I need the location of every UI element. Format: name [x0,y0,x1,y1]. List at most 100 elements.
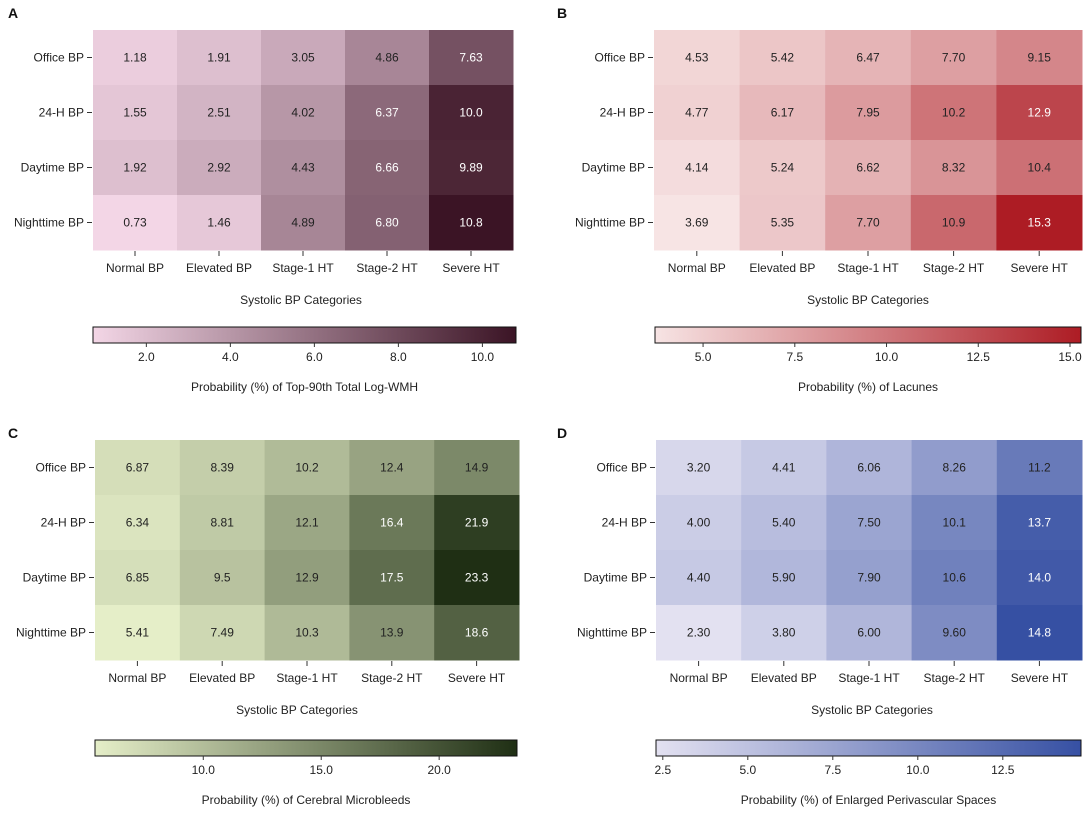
cell-value-label: 12.1 [295,516,319,530]
colorbar [94,739,518,757]
cell-value-label: 10.8 [459,216,483,230]
column-label: Elevated BP [749,261,815,275]
heatmap-cell [93,30,178,86]
column-label: Stage-2 HT [361,671,423,685]
cell-value-label: 2.30 [687,626,711,640]
cell-value-label: 2.92 [207,161,231,175]
column-label: Severe HT [448,671,506,685]
cell-value-label: 4.40 [687,571,711,585]
heatmap-cell [95,440,181,496]
column-label: Severe HT [1011,261,1069,275]
colorbar [654,326,1082,344]
cell-value-label: 1.92 [123,161,147,175]
heatmap-cell [656,605,742,661]
row-label: Office BP [34,51,84,65]
cell-value-label: 4.86 [375,51,399,65]
cell-value-label: 10.3 [295,626,319,640]
cell-value-label: 10.6 [943,571,967,585]
cell-value-label: 1.91 [207,51,231,65]
colorbar-tick-label: 15.0 [310,763,334,777]
heatmap-cell [741,495,827,551]
column-label: Stage-1 HT [272,261,334,275]
cell-value-label: 5.40 [772,516,796,530]
cell-value-label: 6.85 [126,571,150,585]
x-axis-title: Systolic BP Categories [236,703,358,717]
row-label: Office BP [595,51,645,65]
heatmap-cell [996,440,1083,496]
cell-value-label: 9.5 [214,571,231,585]
cell-value-label: 21.9 [465,516,489,530]
heatmap-cell [429,30,514,86]
heatmap-cell [179,605,266,661]
heatmap-cell [825,195,912,251]
colorbar-tick-label: 10.0 [192,763,216,777]
cell-value-label: 10.9 [942,216,966,230]
cell-value-label: 16.4 [380,516,404,530]
cell-value-label: 5.35 [771,216,795,230]
heatmap-cell [434,605,520,661]
cell-value-label: 8.39 [211,461,235,475]
cell-value-label: 3.20 [687,461,711,475]
cell-value-label: 7.63 [459,51,483,65]
row-label: Daytime BP [21,161,84,175]
heatmap-cell [434,495,520,551]
colorbar-tick-label: 7.5 [786,350,803,364]
heatmap-cell [261,140,346,196]
heatmap-cell [826,605,913,661]
panel-d: D 3.20 4.41 6.06 8.26 11.2 4.00 5.40 7.50 10.1 13.… [557,425,1083,807]
cell-value-label: 14.0 [1028,571,1052,585]
column-label: Stage-2 HT [923,261,985,275]
row-label: Daytime BP [23,571,86,585]
cell-value-label: 9.60 [943,626,967,640]
heatmap-cell [349,495,435,551]
heatmap-cell [996,85,1083,141]
cell-value-label: 6.00 [857,626,881,640]
cell-value-label: 15.3 [1028,216,1052,230]
cell-value-label: 23.3 [465,571,489,585]
heatmap-cell [264,550,350,606]
colorbar-tick-label: 12.5 [991,763,1015,777]
colorbar-tick-label: 10.0 [875,350,899,364]
heatmap-cell [95,550,181,606]
heatmap-cell [264,605,350,661]
cell-value-label: 5.90 [772,571,796,585]
row-label: Office BP [597,461,647,475]
cell-value-label: 8.26 [943,461,967,475]
x-axis-title: Systolic BP Categories [807,293,929,307]
cell-value-label: 10.1 [943,516,967,530]
cell-value-label: 4.14 [685,161,709,175]
colorbar-tick-label: 2.5 [654,763,671,777]
colorbar-tick-label: 7.5 [824,763,841,777]
heatmap-cell [910,85,997,141]
heatmap-cell [93,85,178,141]
cell-value-label: 14.8 [1028,626,1052,640]
cell-value-label: 18.6 [465,626,489,640]
cell-value-label: 4.89 [291,216,315,230]
heatmap-cell [264,495,350,551]
cell-value-label: 4.02 [291,106,315,120]
heatmap-cell [349,550,435,606]
heatmap-cell [826,440,913,496]
heatmap-cell [345,195,430,251]
cell-value-label: 3.80 [772,626,796,640]
x-axis-title: Systolic BP Categories [811,703,933,717]
heatmap-cell [261,30,346,86]
cell-value-label: 6.06 [857,461,881,475]
colorbar-tick-label: 10.0 [471,350,495,364]
cell-value-label: 12.9 [295,571,319,585]
cell-value-label: 5.42 [771,51,795,65]
colorbar-tick-label: 2.0 [138,350,155,364]
cell-value-label: 7.50 [857,516,881,530]
heatmap-cell [739,85,826,141]
heatmap-cell [996,495,1083,551]
column-label: Elevated BP [751,671,817,685]
heatmap-cell [910,195,997,251]
heatmap-cell [429,85,514,141]
heatmap-cell [826,495,913,551]
cell-value-label: 6.87 [126,461,150,475]
cell-value-label: 4.00 [687,516,711,530]
heatmap-cell [345,140,430,196]
row-label: 24-H BP [41,516,86,530]
row-label: Daytime BP [584,571,647,585]
